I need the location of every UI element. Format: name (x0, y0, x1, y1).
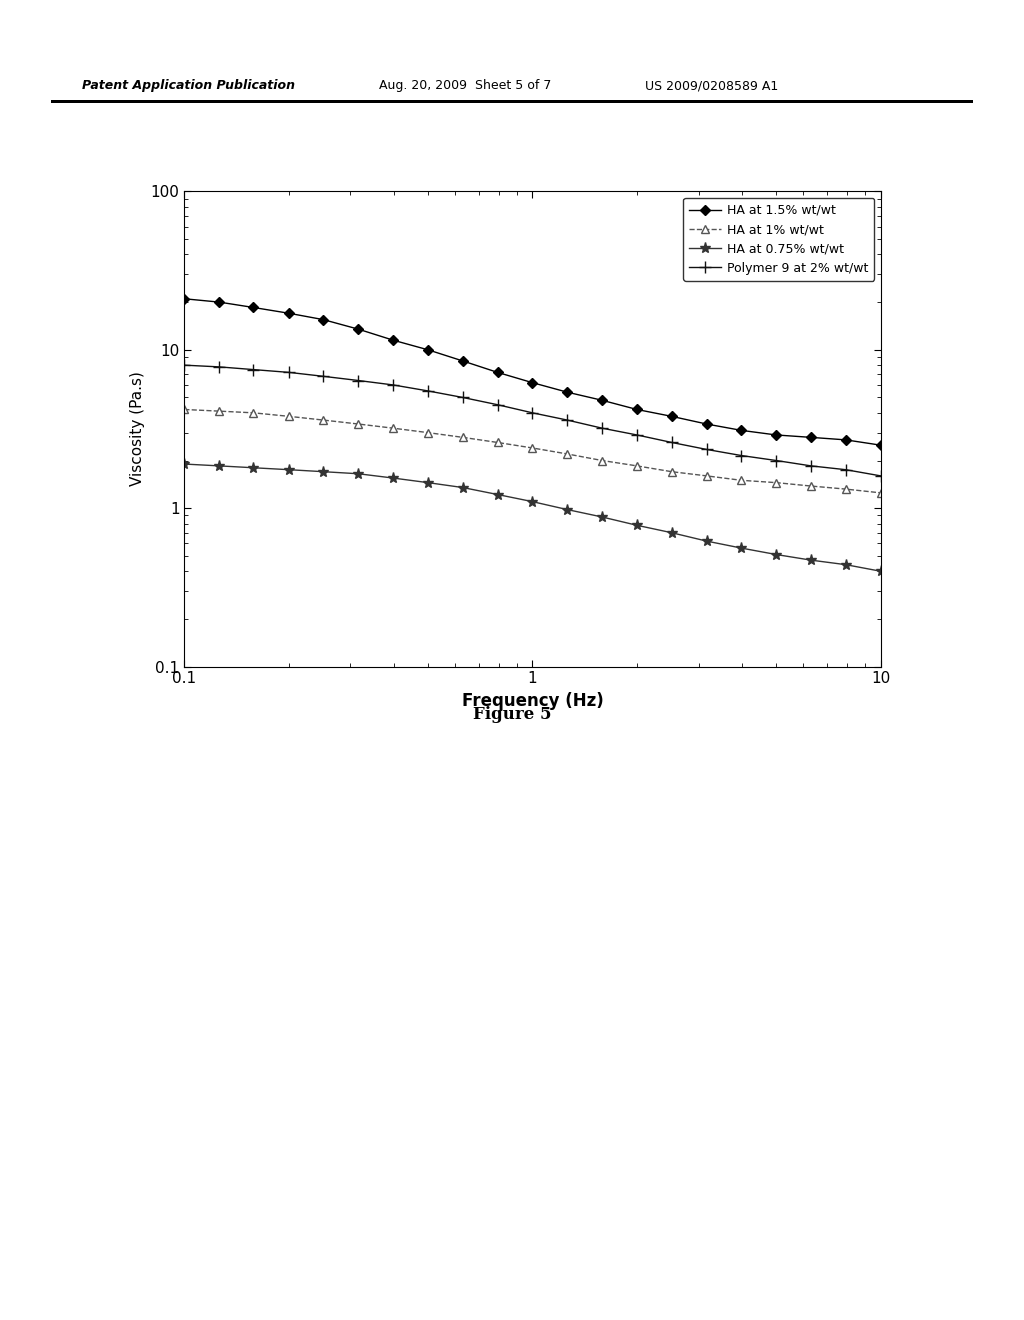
HA at 1.5% wt/wt (770, 428, 782, 444)
HA at 1.5% wt/wt (248, 300, 260, 315)
HA at 1.5% wt/wt (387, 333, 399, 348)
HA at 0.75% wt/wt (317, 463, 330, 479)
Polymer 9 at 2% wt/wt (874, 469, 887, 484)
Polymer 9 at 2% wt/wt (352, 372, 365, 388)
HA at 1% wt/wt (666, 463, 678, 479)
HA at 1% wt/wt (561, 446, 573, 462)
Polymer 9 at 2% wt/wt (317, 368, 330, 384)
HA at 0.75% wt/wt (596, 510, 608, 525)
HA at 0.75% wt/wt (387, 470, 399, 486)
HA at 0.75% wt/wt (248, 459, 260, 475)
Polymer 9 at 2% wt/wt (178, 358, 190, 374)
Line: HA at 0.75% wt/wt: HA at 0.75% wt/wt (179, 458, 886, 577)
HA at 1% wt/wt (178, 401, 190, 417)
HA at 1.5% wt/wt (874, 437, 887, 453)
HA at 0.75% wt/wt (840, 557, 852, 573)
HA at 1% wt/wt (840, 482, 852, 498)
HA at 0.75% wt/wt (352, 466, 365, 482)
HA at 0.75% wt/wt (805, 552, 817, 568)
HA at 1% wt/wt (874, 484, 887, 500)
HA at 0.75% wt/wt (283, 462, 295, 478)
HA at 1% wt/wt (492, 434, 504, 450)
HA at 1.5% wt/wt (283, 305, 295, 321)
Polymer 9 at 2% wt/wt (666, 434, 678, 450)
Polymer 9 at 2% wt/wt (631, 428, 643, 444)
Polymer 9 at 2% wt/wt (596, 420, 608, 436)
X-axis label: Frequency (Hz): Frequency (Hz) (462, 692, 603, 710)
Polymer 9 at 2% wt/wt (457, 389, 469, 405)
Line: Polymer 9 at 2% wt/wt: Polymer 9 at 2% wt/wt (179, 359, 886, 482)
HA at 1% wt/wt (596, 453, 608, 469)
HA at 0.75% wt/wt (457, 479, 469, 495)
Line: HA at 1% wt/wt: HA at 1% wt/wt (180, 405, 885, 498)
Polymer 9 at 2% wt/wt (248, 362, 260, 378)
HA at 1% wt/wt (283, 408, 295, 424)
HA at 0.75% wt/wt (213, 458, 225, 474)
HA at 1.5% wt/wt (178, 290, 190, 306)
Polymer 9 at 2% wt/wt (561, 412, 573, 428)
HA at 1.5% wt/wt (666, 408, 678, 424)
HA at 1% wt/wt (422, 425, 434, 441)
HA at 1.5% wt/wt (213, 294, 225, 310)
HA at 1% wt/wt (631, 458, 643, 474)
HA at 0.75% wt/wt (492, 487, 504, 503)
Polymer 9 at 2% wt/wt (283, 364, 295, 380)
Polymer 9 at 2% wt/wt (387, 378, 399, 393)
Line: HA at 1.5% wt/wt: HA at 1.5% wt/wt (181, 296, 884, 449)
HA at 1.5% wt/wt (352, 321, 365, 337)
Polymer 9 at 2% wt/wt (492, 397, 504, 413)
HA at 1.5% wt/wt (596, 392, 608, 408)
HA at 1.5% wt/wt (457, 352, 469, 368)
HA at 1% wt/wt (735, 473, 748, 488)
Text: Aug. 20, 2009  Sheet 5 of 7: Aug. 20, 2009 Sheet 5 of 7 (379, 79, 551, 92)
Text: US 2009/0208589 A1: US 2009/0208589 A1 (645, 79, 778, 92)
Polymer 9 at 2% wt/wt (840, 462, 852, 478)
HA at 1% wt/wt (317, 412, 330, 428)
HA at 1% wt/wt (700, 469, 713, 484)
HA at 1% wt/wt (457, 429, 469, 445)
HA at 1.5% wt/wt (631, 401, 643, 417)
HA at 1.5% wt/wt (805, 429, 817, 445)
HA at 1.5% wt/wt (526, 375, 539, 391)
Polymer 9 at 2% wt/wt (735, 447, 748, 463)
HA at 1.5% wt/wt (700, 416, 713, 432)
Polymer 9 at 2% wt/wt (422, 383, 434, 399)
HA at 1.5% wt/wt (422, 342, 434, 358)
Text: Patent Application Publication: Patent Application Publication (82, 79, 295, 92)
HA at 1% wt/wt (352, 416, 365, 432)
HA at 1.5% wt/wt (561, 384, 573, 400)
HA at 1% wt/wt (248, 405, 260, 421)
Polymer 9 at 2% wt/wt (770, 453, 782, 469)
HA at 0.75% wt/wt (700, 533, 713, 549)
HA at 0.75% wt/wt (735, 540, 748, 556)
HA at 1.5% wt/wt (840, 432, 852, 447)
HA at 1.5% wt/wt (317, 312, 330, 327)
HA at 1% wt/wt (387, 420, 399, 436)
Polymer 9 at 2% wt/wt (213, 359, 225, 375)
HA at 1.5% wt/wt (492, 364, 504, 380)
HA at 1.5% wt/wt (735, 422, 748, 438)
Polymer 9 at 2% wt/wt (526, 405, 539, 421)
Y-axis label: Viscosity (Pa.s): Viscosity (Pa.s) (130, 371, 145, 487)
HA at 0.75% wt/wt (770, 546, 782, 562)
HA at 0.75% wt/wt (526, 494, 539, 510)
HA at 0.75% wt/wt (631, 517, 643, 533)
HA at 0.75% wt/wt (561, 502, 573, 517)
Polymer 9 at 2% wt/wt (700, 441, 713, 457)
HA at 1% wt/wt (213, 403, 225, 418)
HA at 0.75% wt/wt (874, 564, 887, 579)
HA at 0.75% wt/wt (178, 457, 190, 473)
Polymer 9 at 2% wt/wt (805, 458, 817, 474)
HA at 1% wt/wt (526, 440, 539, 455)
HA at 1% wt/wt (805, 478, 817, 494)
HA at 1% wt/wt (770, 475, 782, 491)
Text: Figure 5: Figure 5 (473, 706, 551, 723)
Legend: HA at 1.5% wt/wt, HA at 1% wt/wt, HA at 0.75% wt/wt, Polymer 9 at 2% wt/wt: HA at 1.5% wt/wt, HA at 1% wt/wt, HA at … (683, 198, 874, 281)
HA at 0.75% wt/wt (666, 525, 678, 541)
HA at 0.75% wt/wt (422, 475, 434, 491)
